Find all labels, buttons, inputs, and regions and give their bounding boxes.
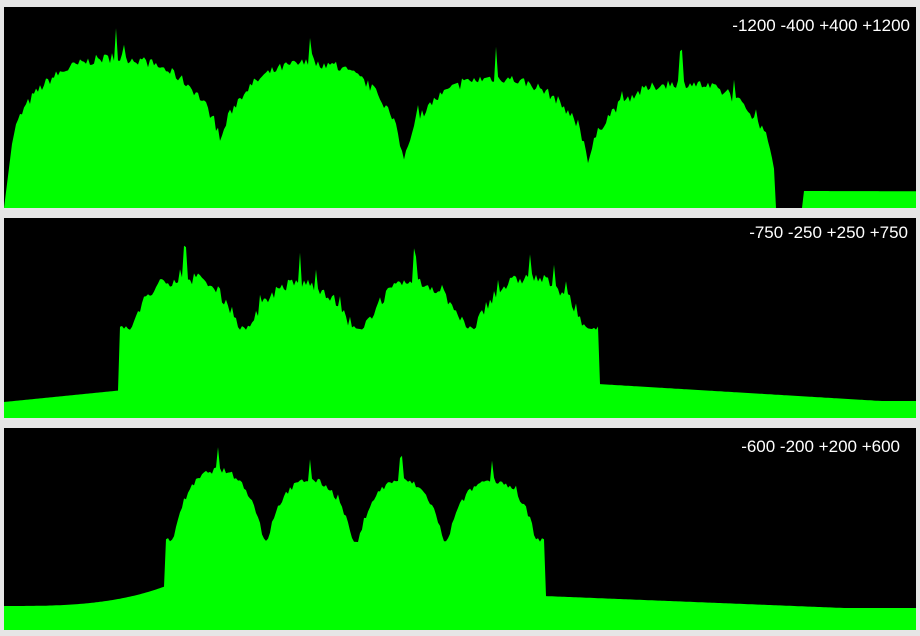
panel-label: -1200 -400 +400 +1200	[732, 16, 910, 35]
panel-label: -600 -200 +200 +600	[741, 437, 900, 456]
spectrum-trace	[4, 28, 916, 208]
spectrum-panel: -600 -200 +200 +600	[4, 428, 916, 630]
spectrum-panel: -1200 -400 +400 +1200	[4, 7, 916, 208]
spectrum-trace	[4, 447, 916, 630]
spectrum-panel: -750 -250 +250 +750	[4, 218, 916, 418]
spectrum-trace	[4, 245, 916, 418]
panel-label: -750 -250 +250 +750	[749, 223, 908, 242]
